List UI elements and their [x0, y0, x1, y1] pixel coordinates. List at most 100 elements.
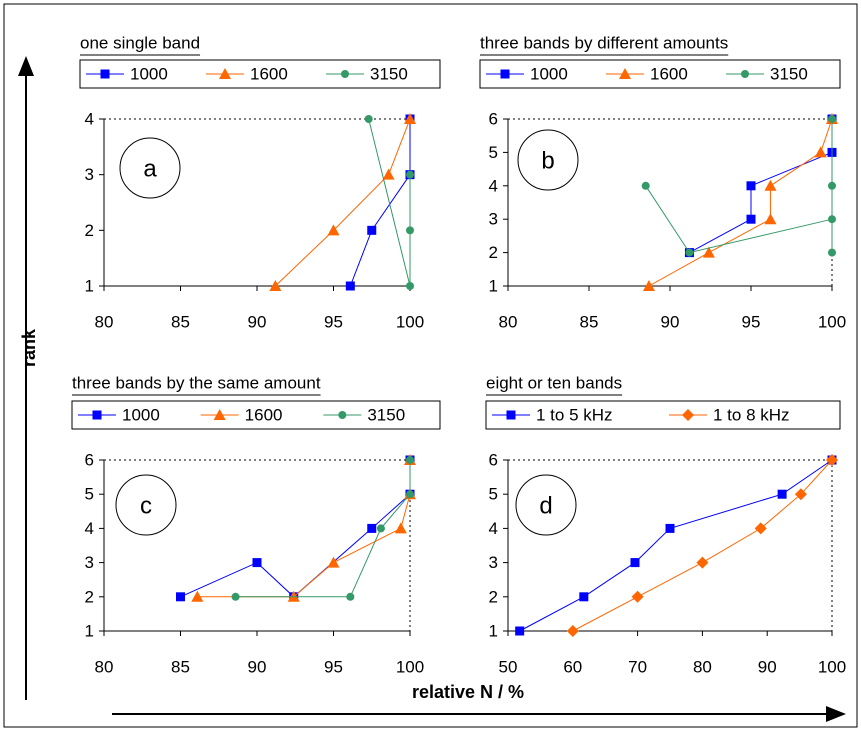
- marker: [814, 146, 827, 158]
- legend-box: [485, 400, 841, 430]
- marker: [506, 410, 516, 420]
- series-line: [349, 119, 411, 287]
- y-tick-label: 3: [489, 210, 498, 229]
- marker: [406, 490, 414, 499]
- legend-label: 1 to 5 kHz: [536, 405, 613, 424]
- marker: [746, 181, 756, 191]
- marker: [404, 113, 416, 124]
- marker: [619, 68, 631, 79]
- legend-label: 1600: [250, 64, 288, 83]
- marker: [682, 409, 694, 421]
- marker: [176, 592, 185, 602]
- marker: [764, 179, 777, 191]
- y-tick-label: 5: [85, 485, 94, 504]
- legend-label: 3150: [770, 64, 808, 83]
- y-tick-label: 4: [85, 109, 94, 128]
- y-tick-label: 4: [85, 519, 94, 538]
- legend-label: 1000: [530, 64, 568, 83]
- legend-label: 1000: [122, 405, 160, 424]
- legend-label: 1000: [130, 64, 168, 83]
- series-line: [368, 118, 411, 287]
- figure-border: [3, 3, 858, 728]
- legend-box: [479, 59, 841, 89]
- legend-label: 3150: [367, 405, 405, 424]
- x-tick-label: 95: [742, 312, 761, 331]
- legend-label: 1600: [245, 405, 283, 424]
- y-tick-label: 2: [85, 587, 94, 606]
- x-tick-label: 90: [248, 657, 267, 676]
- marker: [579, 592, 589, 602]
- series-line: [275, 118, 411, 287]
- marker: [685, 248, 694, 257]
- x-tick-label: 80: [95, 657, 114, 676]
- y-tick-label: 3: [489, 553, 498, 572]
- y-tick-label: 5: [489, 485, 498, 504]
- x-tick-label: 90: [248, 312, 267, 331]
- y-tick-label: 4: [489, 176, 498, 195]
- y-tick-label: 1: [85, 276, 94, 295]
- legend-box: [71, 400, 441, 430]
- marker: [191, 590, 204, 602]
- y-tick-label: 2: [85, 221, 94, 240]
- x-tick-label: 60: [563, 657, 582, 676]
- x-tick-label: 95: [324, 657, 343, 676]
- legend-box: [79, 59, 441, 89]
- annotation-circle: [115, 474, 177, 536]
- y-tick-label: 1: [85, 621, 94, 640]
- marker: [777, 489, 787, 499]
- marker: [665, 523, 675, 533]
- y-tick-label: 1: [489, 276, 498, 295]
- x-tick-label: 90: [661, 312, 680, 331]
- marker: [641, 181, 650, 190]
- marker: [231, 592, 240, 601]
- y-axis-label: rank: [19, 328, 39, 367]
- x-tick-label: 85: [171, 657, 190, 676]
- marker: [500, 69, 510, 79]
- x-tick-label: 50: [499, 657, 518, 676]
- marker: [702, 246, 715, 258]
- annotation-circle: [517, 129, 579, 191]
- x-tick-label: 100: [818, 312, 846, 331]
- y-arrow-head: [18, 56, 34, 76]
- series-line: [689, 119, 833, 254]
- marker: [252, 558, 262, 568]
- x-tick-label: 80: [693, 657, 712, 676]
- x-tick-label: 85: [171, 312, 190, 331]
- series-line: [519, 459, 833, 632]
- marker: [794, 488, 807, 501]
- marker: [367, 523, 377, 533]
- marker: [826, 454, 838, 466]
- marker: [341, 70, 349, 78]
- y-tick-label: 6: [489, 109, 498, 128]
- chart-title: eight or ten bands: [486, 373, 622, 392]
- marker: [394, 522, 407, 534]
- marker: [327, 224, 340, 236]
- marker: [828, 215, 836, 224]
- marker: [406, 282, 414, 290]
- annotation: a: [143, 155, 157, 182]
- chart-title: three bands by different amounts: [480, 33, 728, 52]
- marker: [631, 590, 644, 603]
- chart-title: one single band: [80, 33, 200, 52]
- marker: [406, 170, 414, 179]
- marker: [630, 558, 640, 568]
- marker: [100, 69, 110, 79]
- y-tick-label: 5: [489, 143, 498, 162]
- legend-label: 3150: [370, 64, 408, 83]
- marker: [376, 524, 385, 533]
- marker: [406, 456, 414, 464]
- y-tick-label: 4: [489, 519, 498, 538]
- marker: [828, 181, 836, 190]
- marker: [741, 70, 749, 78]
- y-tick-label: 1: [489, 621, 498, 640]
- marker: [327, 556, 340, 568]
- legend-label: 1600: [650, 64, 688, 83]
- marker: [515, 626, 525, 636]
- series-line: [572, 459, 833, 632]
- annotation-circle: [119, 137, 181, 199]
- y-tick-label: 3: [85, 165, 94, 184]
- y-tick-label: 6: [85, 450, 94, 469]
- marker: [364, 115, 373, 123]
- marker: [406, 226, 414, 235]
